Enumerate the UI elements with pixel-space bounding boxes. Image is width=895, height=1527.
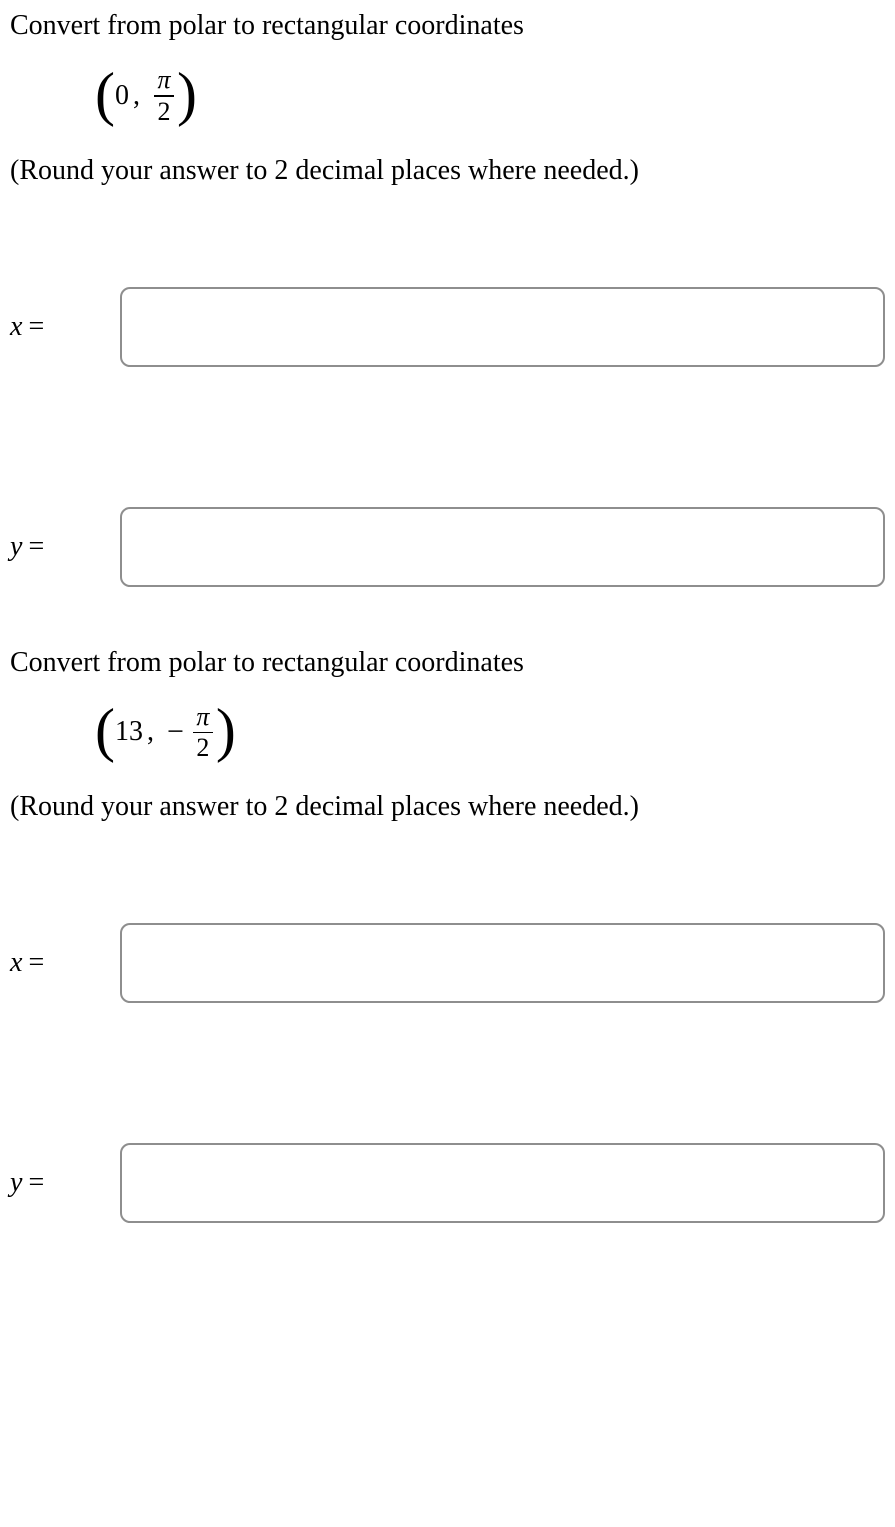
answer-label-x: x= [10, 311, 120, 343]
var-x: x [10, 311, 22, 342]
var-x: x [10, 947, 22, 978]
hint-text: (Round your answer to 2 decimal places w… [10, 791, 885, 823]
fraction-numerator: π [196, 704, 209, 732]
fraction-denominator: 2 [157, 97, 170, 125]
var-y: y [10, 531, 22, 562]
var-y: y [10, 1167, 22, 1198]
fraction-numerator: π [157, 67, 170, 95]
equals-sign: = [28, 311, 44, 342]
theta-fraction: π 2 [193, 704, 213, 762]
x-input[interactable] [120, 287, 885, 367]
formula-content: 0, π 2 [115, 67, 177, 125]
polar-formula: ( 0, π 2 ) [95, 67, 885, 125]
hint-text: (Round your answer to 2 decimal places w… [10, 155, 885, 187]
prompt-text: Convert from polar to rectangular coordi… [10, 10, 885, 42]
equals-sign: = [28, 531, 44, 562]
answer-row-x: x= [10, 923, 885, 1003]
theta-fraction: π 2 [154, 67, 174, 125]
minus-sign: − [167, 715, 184, 749]
equals-sign: = [28, 1167, 44, 1198]
answer-row-y: y= [10, 507, 885, 587]
answer-label-x: x= [10, 947, 120, 979]
answer-row-x: x= [10, 287, 885, 367]
y-input[interactable] [120, 1143, 885, 1223]
r-value: 0 [115, 80, 129, 112]
answer-label-y: y= [10, 531, 120, 563]
r-value: 13 [115, 716, 143, 748]
fraction-denominator: 2 [196, 733, 209, 761]
y-input[interactable] [120, 507, 885, 587]
question-block-2: Convert from polar to rectangular coordi… [10, 647, 885, 1224]
equals-sign: = [28, 947, 44, 978]
answer-row-y: y= [10, 1143, 885, 1223]
prompt-text: Convert from polar to rectangular coordi… [10, 647, 885, 679]
formula-content: 13, − π 2 [115, 704, 216, 762]
question-block-1: Convert from polar to rectangular coordi… [10, 10, 885, 587]
answer-label-y: y= [10, 1167, 120, 1199]
polar-formula: ( 13, − π 2 ) [95, 704, 885, 762]
x-input[interactable] [120, 923, 885, 1003]
